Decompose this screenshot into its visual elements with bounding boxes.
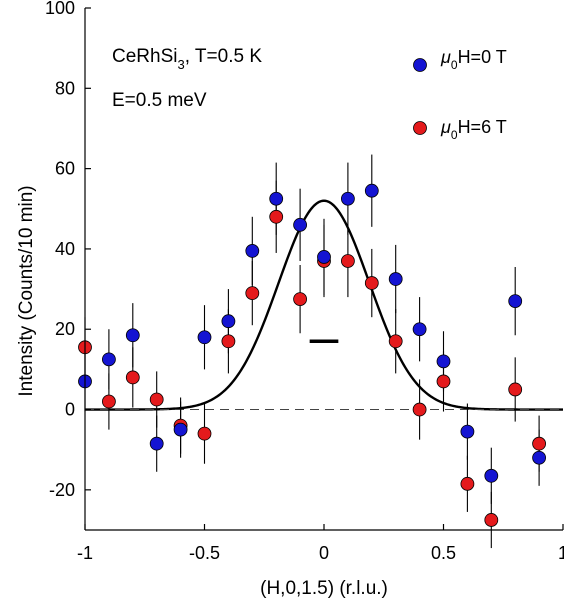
series-0T-point [293, 217, 308, 232]
series-6T-point [532, 436, 546, 451]
annotation-line1: CeRhSi3, T=0.5 K [112, 46, 262, 72]
y-tick-label: 0 [65, 400, 75, 420]
x-tick-label: 0 [319, 543, 329, 563]
legend-marker-0T [413, 58, 427, 72]
tick-label-layer: -1 -0.5 0 0.5 1 -20 0 20 40 60 80 100 [45, 0, 564, 563]
x-tick-label: -0.5 [189, 543, 220, 563]
annotation-compound: CeRhSi [112, 46, 177, 67]
series-0T-point [173, 422, 188, 437]
annotation-line2: E=0.5 meV [112, 90, 207, 111]
legend-label-6T: μ0H=6 T [440, 117, 507, 142]
y-tick-label: 100 [45, 0, 75, 18]
series-6T-point [293, 292, 308, 307]
series-0T-point [340, 191, 355, 206]
series-0T-point [436, 354, 451, 369]
legend-marker-6T [413, 121, 427, 135]
y-tick-label: 80 [55, 78, 75, 98]
series-0T-point [197, 330, 212, 345]
series-6T-point [340, 254, 355, 268]
annotation-compound-subscript: 3 [177, 57, 184, 72]
legend-mu-6T: μ [440, 117, 451, 137]
series-0T-point [484, 468, 499, 483]
x-tick-label: 1 [558, 543, 564, 563]
x-tick-label: 0.5 [431, 543, 456, 563]
y-tick-label: 60 [55, 159, 75, 179]
series-0T-point [149, 436, 164, 451]
legend-text-6T: H=6 T [458, 117, 507, 137]
series-6T-point [245, 286, 260, 300]
series-6T-point [125, 370, 140, 385]
series-6T-point [221, 334, 236, 349]
x-tick-label: -1 [77, 543, 93, 563]
x-axis-label: (H,0,1.5) (r.l.u.) [260, 578, 388, 599]
series-0T-point [412, 322, 427, 337]
series-0T-point [317, 250, 331, 264]
series-0T-point [508, 294, 523, 309]
series-0T-point [221, 314, 236, 329]
legend: μ0H=0 T μ0H=6 T [413, 47, 507, 142]
legend-label-0T: μ0H=0 T [440, 47, 507, 72]
legend-sub-6T: 0 [451, 128, 458, 142]
y-axis-label: Intensity (Counts/10 min) [16, 185, 37, 396]
series-6T-point [412, 402, 427, 417]
series-0T-point [364, 183, 379, 198]
legend-mu-0T: μ [440, 47, 451, 67]
series-0T-point [532, 450, 546, 465]
legend-text-0T: H=0 T [458, 47, 507, 67]
series-6T-point [436, 374, 451, 389]
series-6T-point [484, 513, 499, 527]
legend-sub-0T: 0 [451, 58, 458, 72]
series-6T-point [197, 426, 212, 441]
series-0T-point [102, 352, 116, 367]
series-6T-point [460, 476, 475, 491]
series-0T-point [245, 244, 260, 258]
marker-layer [78, 183, 546, 527]
annotation-temperature: , T=0.5 K [185, 46, 263, 67]
series-6T-point [364, 276, 379, 290]
series-0T-point [269, 191, 284, 206]
axes-layer [84, 7, 564, 531]
y-tick-label: 40 [55, 239, 75, 259]
series-6T-point [149, 392, 164, 407]
series-0T-point [388, 272, 403, 286]
series-6T-point [388, 334, 403, 349]
series-6T-point [102, 394, 116, 409]
series-0T-point [460, 424, 475, 439]
series-0T-point [125, 328, 140, 343]
y-tick-label: 20 [55, 319, 75, 339]
y-tick-label: -20 [49, 480, 75, 500]
series-6T-point [508, 382, 523, 397]
series-6T-point [269, 209, 284, 224]
